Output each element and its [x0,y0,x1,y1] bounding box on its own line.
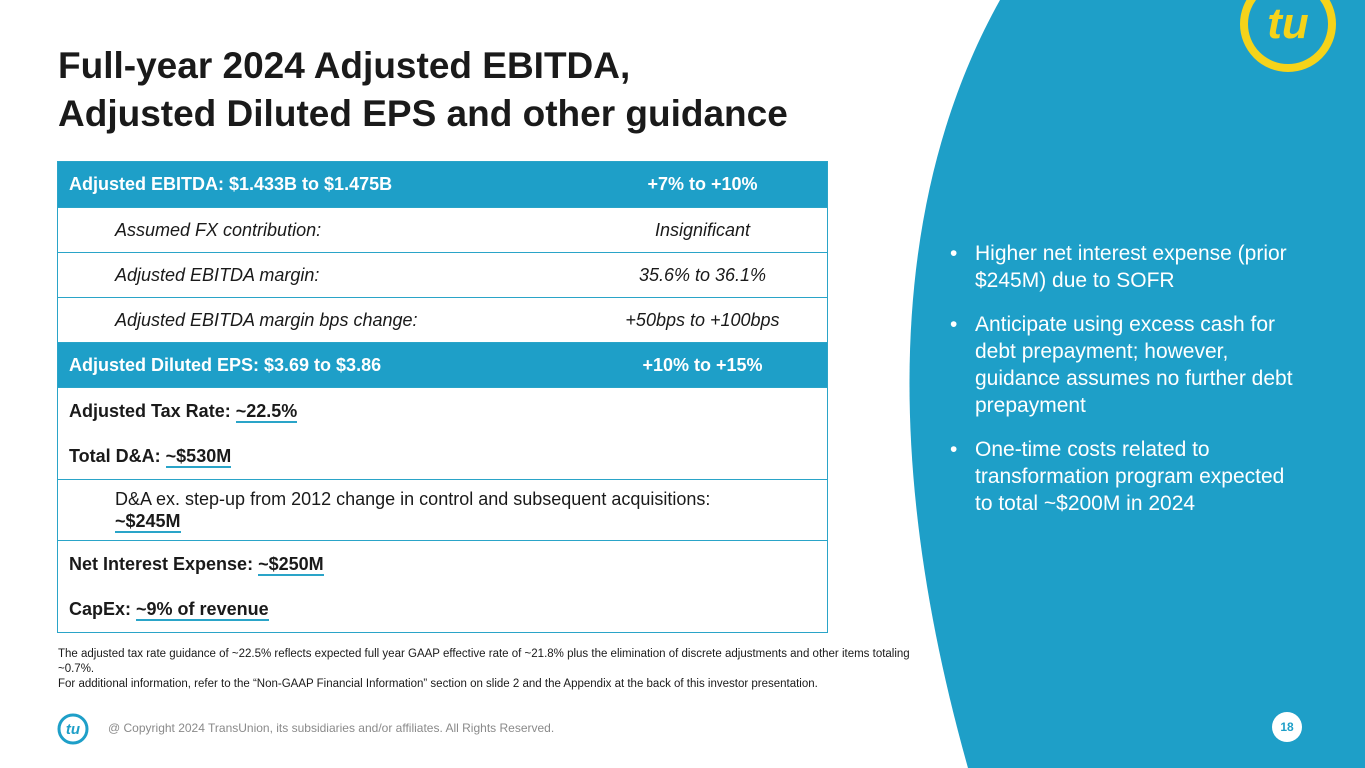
table-row-margin-bps: Adjusted EBITDA margin bps change: +50bp… [58,297,827,342]
total-da-value: ~$530M [165,446,232,468]
ebitda-label: Adjusted EBITDA: $1.433B to $1.475B [69,174,393,194]
da-ex-label: D&A ex. step-up from 2012 change in cont… [115,489,711,509]
total-da-line: Total D&A: ~$530M [69,445,816,468]
bullet-item: One-time costs related to transformation… [950,436,1295,517]
capex-label: CapEx: [69,599,137,619]
tax-rate-value: ~22.5% [235,401,298,423]
table-row-interest-capex: Net Interest Expense: ~$250M CapEx: ~9% … [58,540,827,632]
table-row-da-ex: D&A ex. step-up from 2012 change in cont… [58,479,827,540]
table-row-tax-da: Adjusted Tax Rate: ~22.5% Total D&A: ~$5… [58,387,827,479]
total-da-label: Total D&A: [69,446,166,466]
footnote-line-1: The adjusted tax rate guidance of ~22.5%… [58,648,910,675]
transunion-logo-icon: tu [57,713,89,745]
brand-logo-text: tu [1267,0,1309,48]
guidance-table: Adjusted EBITDA: $1.433B to $1.475B +7% … [57,161,828,633]
eps-label: Adjusted Diluted EPS: $3.69 to $3.86 [69,354,382,375]
margin-label: Adjusted EBITDA margin: [115,264,320,285]
interest-line: Net Interest Expense: ~$250M [69,553,816,576]
fx-value: Insignificant [654,219,751,240]
footer-logo-text: tu [66,721,80,738]
table-row-margin: Adjusted EBITDA margin: 35.6% to 36.1% [58,252,827,297]
capex-line: CapEx: ~9% of revenue [69,598,816,621]
fx-label: Assumed FX contribution: [115,219,322,240]
margin-bps-value: +50bps to +100bps [625,309,780,330]
tax-rate-line: Adjusted Tax Rate: ~22.5% [69,400,816,423]
table-row-ebitda: Adjusted EBITDA: $1.433B to $1.475B +7% … [58,162,827,207]
copyright-text: @ Copyright 2024 TransUnion, its subsidi… [108,721,555,735]
page-title: Full-year 2024 Adjusted EBITDA, Adjusted… [58,42,878,138]
capex-value: ~9% of revenue [136,599,269,621]
title-line-1: Full-year 2024 Adjusted EBITDA, [58,45,631,86]
tax-rate-label: Adjusted Tax Rate: [69,401,236,421]
da-ex-value: ~$245M [115,511,181,533]
transunion-logo-icon: tu [1240,0,1336,72]
eps-value: +10% to +15% [642,354,763,375]
interest-label: Net Interest Expense: [69,554,259,574]
page-number-badge: 18 [1272,712,1302,742]
bullet-item: Higher net interest expense (prior $245M… [950,240,1295,294]
bullet-item: Anticipate using excess cash for debt pr… [950,311,1295,419]
ebitda-value: +7% to +10% [647,174,758,194]
footnote: The adjusted tax rate guidance of ~22.5%… [58,647,918,692]
guidance-notes-list: Higher net interest expense (prior $245M… [950,240,1295,534]
footnote-line-2: For additional information, refer to the… [58,678,818,690]
interest-value: ~$250M [258,554,324,576]
margin-value: 35.6% to 36.1% [638,264,767,285]
table-row-eps: Adjusted Diluted EPS: $3.69 to $3.86 +10… [58,342,827,387]
margin-bps-label: Adjusted EBITDA margin bps change: [115,309,418,330]
table-row-fx: Assumed FX contribution: Insignificant [58,207,827,252]
title-line-2: Adjusted Diluted EPS and other guidance [58,93,788,134]
